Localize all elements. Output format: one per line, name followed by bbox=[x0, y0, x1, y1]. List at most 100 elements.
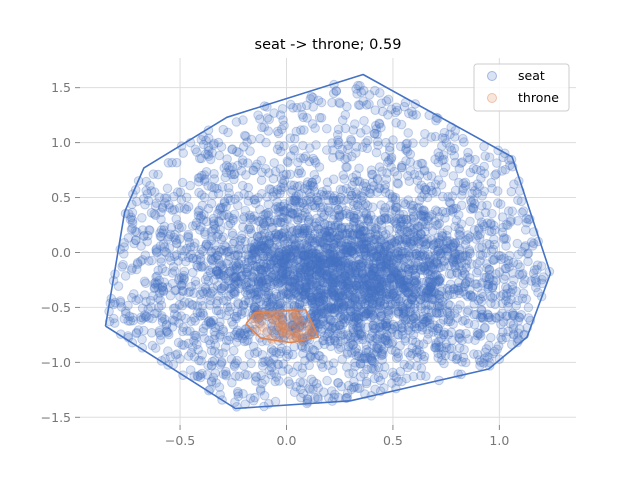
point-seat bbox=[411, 275, 422, 285]
point-seat bbox=[436, 180, 447, 190]
point-seat bbox=[171, 285, 181, 295]
point-seat bbox=[345, 228, 355, 238]
point-seat bbox=[429, 320, 440, 331]
point-seat bbox=[271, 234, 282, 245]
point-seat bbox=[300, 275, 311, 286]
series-seat-points bbox=[104, 79, 555, 412]
point-seat bbox=[400, 276, 410, 286]
point-seat bbox=[217, 182, 228, 192]
point-seat bbox=[337, 228, 348, 238]
point-seat bbox=[297, 110, 308, 120]
point-seat bbox=[273, 203, 284, 213]
point-seat bbox=[171, 250, 182, 260]
point-seat bbox=[457, 270, 468, 281]
point-seat bbox=[377, 106, 388, 117]
point-seat bbox=[336, 240, 347, 251]
point-seat bbox=[237, 158, 248, 168]
point-seat bbox=[362, 280, 373, 291]
point-seat bbox=[425, 277, 436, 288]
point-seat bbox=[257, 167, 267, 178]
point-seat bbox=[474, 242, 484, 253]
point-seat bbox=[389, 248, 400, 258]
point-seat bbox=[458, 286, 468, 297]
point-seat bbox=[347, 180, 358, 191]
point-seat bbox=[322, 123, 332, 134]
point-seat bbox=[284, 282, 295, 293]
point-seat bbox=[313, 233, 323, 243]
point-seat bbox=[412, 361, 422, 371]
point-seat bbox=[383, 267, 393, 277]
point-seat bbox=[311, 174, 322, 185]
y-tick-label: 1.5 bbox=[51, 80, 71, 95]
point-seat bbox=[239, 274, 249, 284]
point-seat bbox=[171, 235, 181, 245]
point-seat bbox=[258, 282, 269, 292]
point-seat bbox=[246, 358, 256, 369]
point-seat bbox=[172, 311, 182, 322]
point-seat bbox=[441, 207, 451, 218]
point-seat bbox=[368, 364, 378, 375]
point-seat bbox=[425, 282, 436, 293]
point-seat bbox=[165, 229, 176, 240]
point-seat bbox=[437, 133, 448, 143]
point-seat bbox=[212, 296, 223, 306]
point-seat bbox=[441, 245, 452, 256]
point-seat bbox=[198, 215, 209, 225]
point-seat bbox=[348, 220, 359, 231]
point-seat bbox=[468, 203, 479, 213]
point-seat bbox=[297, 198, 308, 208]
point-seat bbox=[512, 238, 523, 249]
point-seat bbox=[437, 231, 448, 242]
point-seat bbox=[448, 242, 458, 252]
point-seat bbox=[350, 269, 360, 280]
point-seat bbox=[392, 301, 403, 312]
point-seat bbox=[174, 273, 185, 283]
point-seat bbox=[290, 195, 300, 205]
point-seat bbox=[186, 249, 196, 260]
point-seat bbox=[369, 252, 379, 263]
point-seat bbox=[221, 310, 232, 321]
point-seat bbox=[496, 332, 506, 343]
point-seat bbox=[172, 349, 183, 359]
point-seat bbox=[432, 323, 443, 334]
point-seat bbox=[404, 282, 414, 292]
point-seat bbox=[481, 344, 492, 354]
point-seat bbox=[327, 304, 337, 315]
point-seat bbox=[306, 292, 317, 303]
point-seat bbox=[486, 332, 496, 343]
point-seat bbox=[227, 144, 238, 154]
point-seat bbox=[380, 240, 390, 250]
point-seat bbox=[386, 154, 396, 165]
point-seat bbox=[276, 343, 287, 354]
point-seat bbox=[443, 314, 454, 325]
legend: seat throne bbox=[473, 63, 570, 112]
point-seat bbox=[344, 283, 355, 294]
point-seat bbox=[299, 228, 310, 238]
point-seat bbox=[305, 384, 315, 395]
point-seat bbox=[410, 318, 421, 329]
point-seat bbox=[422, 285, 433, 296]
point-seat bbox=[357, 142, 368, 152]
point-seat bbox=[322, 304, 333, 315]
point-seat bbox=[169, 232, 179, 243]
point-seat bbox=[311, 309, 322, 319]
point-seat bbox=[431, 187, 442, 197]
point-seat bbox=[274, 251, 285, 261]
point-seat bbox=[445, 316, 456, 327]
point-seat bbox=[361, 253, 372, 264]
point-seat bbox=[271, 228, 281, 239]
point-seat bbox=[292, 361, 303, 372]
point-seat bbox=[284, 289, 294, 300]
point-seat bbox=[195, 153, 205, 164]
point-seat bbox=[409, 223, 419, 233]
point-seat bbox=[183, 229, 194, 240]
point-seat bbox=[388, 263, 399, 273]
point-seat bbox=[236, 244, 246, 254]
point-seat bbox=[243, 285, 253, 296]
point-seat bbox=[367, 269, 377, 280]
point-seat bbox=[452, 313, 462, 323]
point-seat bbox=[382, 288, 393, 299]
point-seat bbox=[252, 293, 263, 304]
point-seat bbox=[414, 221, 424, 232]
point-seat bbox=[289, 274, 300, 285]
